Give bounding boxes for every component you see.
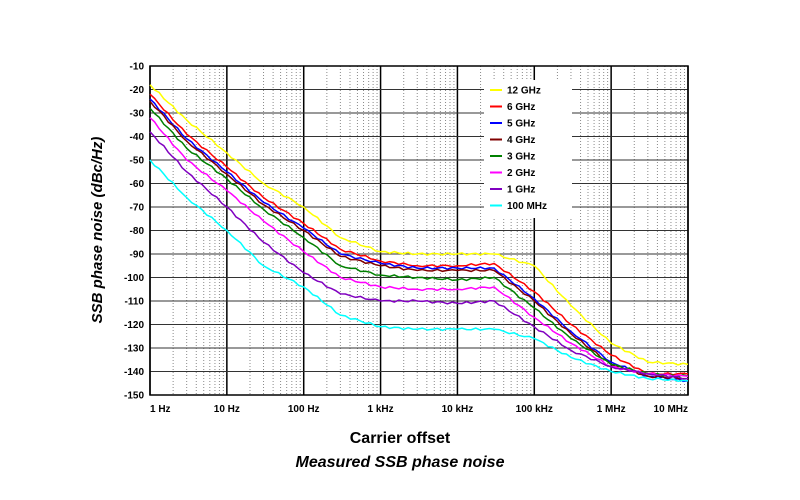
legend-label-4-ghz: 4 GHz — [507, 135, 535, 146]
x-tick-label: 1 MHz — [597, 404, 626, 415]
legend-label-6-ghz: 6 GHz — [507, 102, 535, 113]
y-tick-label: -20 — [130, 85, 145, 96]
y-tick-label: -80 — [130, 226, 145, 237]
series-lines — [149, 84, 689, 383]
y-tick-label: -130 — [124, 344, 144, 355]
x-tick-label: 1 Hz — [150, 404, 171, 415]
series-line-12-ghz — [149, 84, 689, 366]
series-line-4-ghz — [149, 100, 688, 380]
y-tick-label: -60 — [130, 179, 145, 190]
legend: 12 GHz 6 GHz 5 GHz 4 GHz 3 GHz 2 GHz 1 GHz 100 … — [484, 80, 572, 218]
series-line-3-ghz — [149, 107, 689, 378]
legend-label-3-ghz: 3 GHz — [507, 152, 535, 163]
y-tick-label: -70 — [130, 203, 145, 214]
y-tick-label: -150 — [124, 391, 144, 402]
y-tick-label: -50 — [130, 156, 145, 167]
series-line-2-ghz — [149, 117, 689, 378]
series-line-6-ghz — [149, 93, 689, 376]
legend-label-1-ghz: 1 GHz — [507, 185, 535, 196]
plot-frame — [149, 65, 689, 396]
y-tick-label: -140 — [124, 367, 144, 378]
x-tick-label: 1 kHz — [368, 404, 394, 415]
y-tick-label: -30 — [130, 109, 145, 120]
y-tick-label: -40 — [130, 132, 145, 143]
y-tick-label: -100 — [124, 273, 144, 284]
y-tick-labels: -10 -20 -30 -40 -50 -60 -70 -80 -90 -100 -110 -120 -… — [124, 62, 144, 402]
x-tick-label: 10 MHz — [654, 404, 688, 415]
y-tick-label: -110 — [125, 297, 145, 308]
chart-caption: Measured SSB phase noise — [295, 454, 505, 471]
series-line-5-ghz — [149, 98, 689, 383]
legend-label-12-ghz: 12 GHz — [507, 86, 541, 97]
legend-background — [484, 80, 572, 218]
legend-label-5-ghz: 5 GHz — [507, 119, 535, 130]
major-grid — [149, 65, 689, 396]
x-axis-label: Carrier offset — [349, 430, 451, 447]
y-axis-label: SSB phase noise (dBc/Hz) — [89, 137, 106, 324]
legend-label-100-mhz: 100 MHz — [507, 201, 547, 212]
x-tick-label: 100 kHz — [516, 404, 553, 415]
x-tick-label: 10 kHz — [442, 404, 474, 415]
legend-label-2-ghz: 2 GHz — [507, 168, 535, 179]
y-tick-label: -120 — [124, 320, 144, 331]
series-line-100-mhz — [149, 159, 689, 382]
y-tick-label: -10 — [130, 62, 145, 73]
x-tick-label: 100 Hz — [288, 404, 320, 415]
x-tick-labels: 1 Hz 10 Hz 100 Hz 1 kHz 10 kHz 100 kHz 1 MHz 10… — [150, 404, 688, 415]
y-tick-label: -90 — [130, 250, 145, 261]
series-line-1-ghz — [149, 131, 689, 380]
x-tick-label: 10 Hz — [214, 404, 240, 415]
